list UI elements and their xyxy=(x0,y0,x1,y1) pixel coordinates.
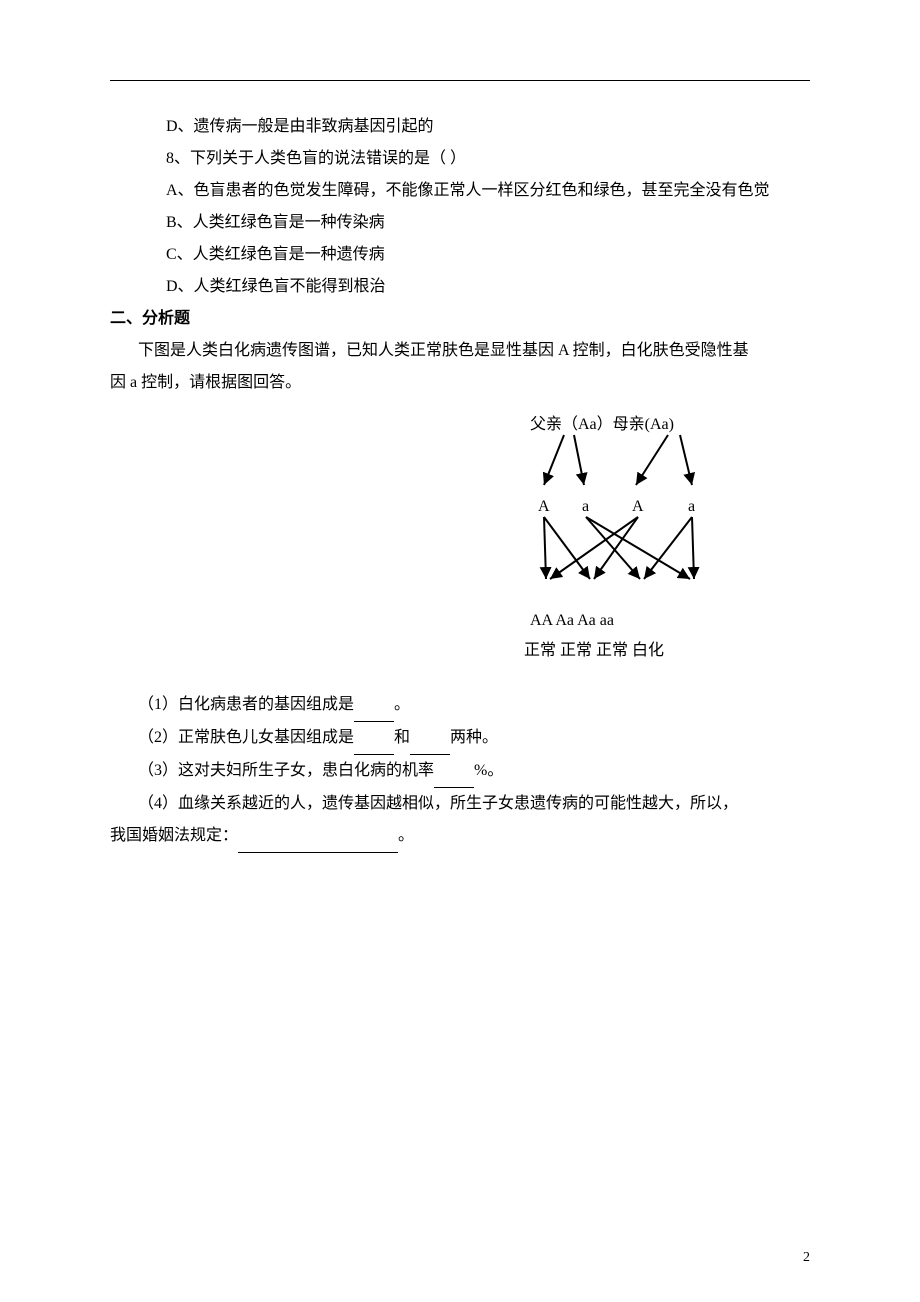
q4-end: 。 xyxy=(398,827,414,844)
q3-end: %。 xyxy=(474,762,503,779)
pedigree-diagram: 父亲（Aa）母亲(Aa) A xyxy=(530,409,740,669)
offspring-genotypes: AA Aa Aa aa xyxy=(530,605,614,637)
q1-text: （1）白化病患者的基因组成是 xyxy=(138,696,354,713)
gamete-a4: a xyxy=(688,491,695,523)
sub-q3: （3）这对夫妇所生子女，患白化病的机率 %。 xyxy=(110,755,810,788)
q8-option-c: C、人类红绿色盲是一种遗传病 xyxy=(110,239,810,271)
q1-blank xyxy=(354,689,394,722)
page-number: 2 xyxy=(803,1244,810,1272)
q4-pre: 我国婚姻法规定： xyxy=(110,827,238,844)
gamete-a2: a xyxy=(582,491,589,523)
sub-q2: （2）正常肤色儿女基因组成是 和 两种。 xyxy=(110,722,810,755)
q8-option-b: B、人类红绿色盲是一种传染病 xyxy=(110,207,810,239)
sub-q1: （1）白化病患者的基因组成是 。 xyxy=(110,689,810,722)
analysis-intro-line1: 下图是人类白化病遗传图谱，已知人类正常肤色是显性基因 A 控制，白化肤色受隐性基 xyxy=(110,335,810,367)
q1-end: 。 xyxy=(394,696,410,713)
q2-blank1 xyxy=(354,722,394,755)
question-8: 8、下列关于人类色盲的说法错误的是（ ） xyxy=(110,143,810,175)
q3-blank xyxy=(434,755,474,788)
header-rule xyxy=(110,80,810,81)
q4-blank xyxy=(238,820,398,853)
q2-end: 两种。 xyxy=(450,729,498,746)
q2-text1: （2）正常肤色儿女基因组成是 xyxy=(138,729,354,746)
offspring-phenotypes: 正常 正常 正常 白化 xyxy=(524,635,664,667)
q8-option-d: D、人类红绿色盲不能得到根治 xyxy=(110,271,810,303)
q2-blank2 xyxy=(410,722,450,755)
section-2-heading: 二、分析题 xyxy=(110,303,810,335)
sub-q4-line1: （4）血缘关系越近的人，遗传基因越相似，所生子女患遗传病的可能性越大，所以， xyxy=(110,788,810,820)
q2-mid: 和 xyxy=(394,729,410,746)
gamete-a1: A xyxy=(538,491,550,523)
q8-option-a: A、色盲患者的色觉发生障碍，不能像正常人一样区分红色和绿色，甚至完全没有色觉 xyxy=(110,175,810,207)
gamete-a3: A xyxy=(632,491,644,523)
q3-text: （3）这对夫妇所生子女，患白化病的机率 xyxy=(138,762,434,779)
option-d-previous: D、遗传病一般是由非致病基因引起的 xyxy=(110,111,810,143)
sub-q4-line2: 我国婚姻法规定： 。 xyxy=(110,820,810,853)
analysis-intro-line2: 因 a 控制，请根据图回答。 xyxy=(110,367,810,399)
